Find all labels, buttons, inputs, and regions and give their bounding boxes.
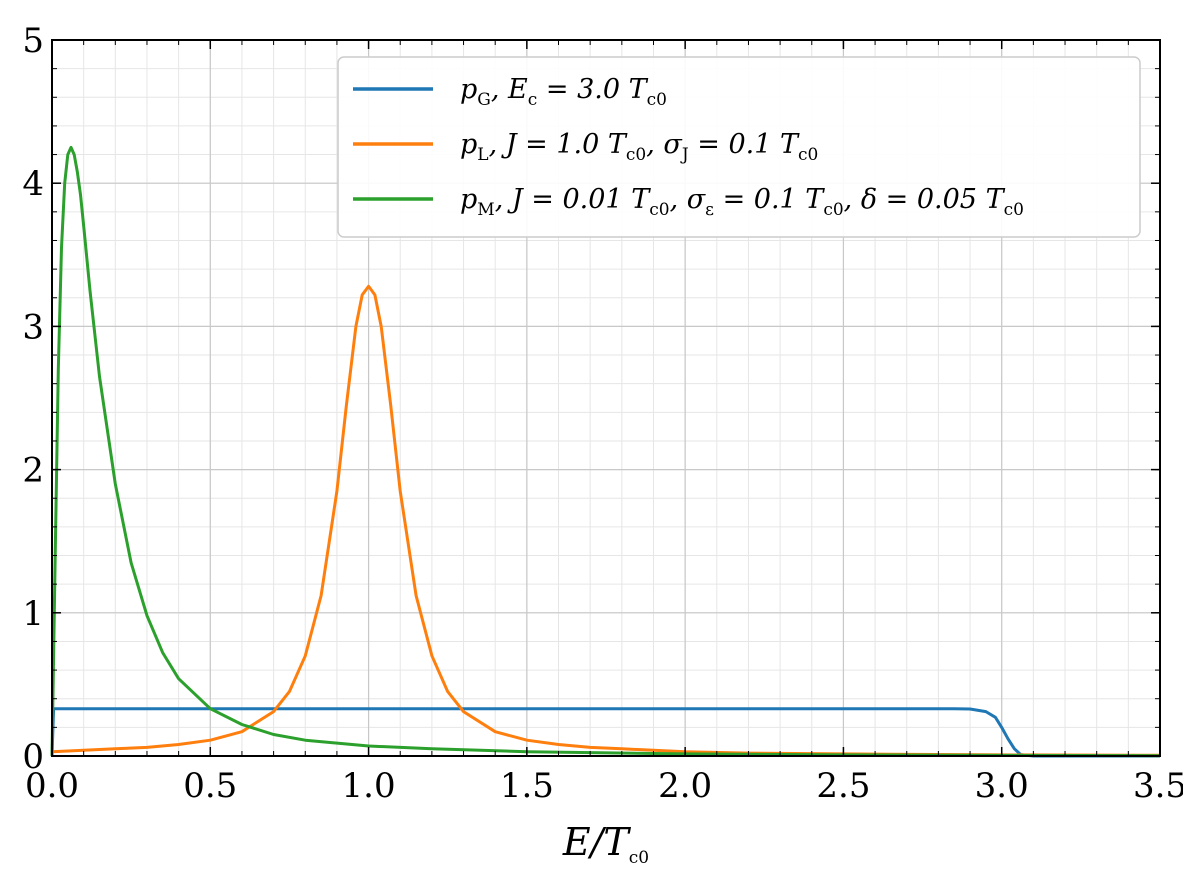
legend-text-part: , J = 1.0 T	[489, 129, 628, 160]
series-line-1	[50, 707, 1160, 758]
x-tick-label: 3.0	[975, 766, 1029, 806]
tick-labels: 0.0 0.5 1.0 1.5 2.0 2.5 3.0 3.5 0 1 2 3 4 5	[22, 21, 1183, 806]
series-line-3	[50, 145, 1161, 758]
x-axis-label: E/Tc0	[562, 820, 649, 868]
legend-label-3: pM, J = 0.01 Tc0, σε = 0.1 Tc0, δ = 0.05…	[460, 184, 1024, 220]
x-tick-label: 2.0	[658, 766, 712, 806]
legend-text-part: = 3.0 T	[537, 74, 648, 105]
x-tick-label: 3.5	[1133, 766, 1183, 806]
y-tick-label: 2	[22, 451, 44, 491]
legend-text-part: , σ	[670, 184, 707, 215]
x-tick-label: 1.0	[342, 766, 396, 806]
legend-text-part: p	[460, 74, 477, 105]
legend-text-part: , J = 0.01 T	[495, 184, 651, 215]
legend-subscript: ε	[705, 200, 714, 220]
legend-text-part: p	[460, 129, 477, 160]
legend-subscript: c0	[626, 145, 646, 165]
x-tick-label: 0.5	[183, 766, 237, 806]
x-tick-label: 0.0	[25, 766, 79, 806]
x-tick-label: 1.5	[500, 766, 554, 806]
legend-label-2: pL, J = 1.0 Tc0, σJ = 0.1 Tc0	[460, 129, 818, 165]
legend-subscript: M	[477, 200, 494, 220]
legend-text-part: = 0.1 T	[714, 184, 825, 215]
series-line-2	[51, 284, 1161, 757]
legend-text-part: , E	[491, 74, 528, 105]
legend-label-1: pG, Ec = 3.0 Tc0	[460, 74, 667, 110]
y-tick-label: 3	[22, 307, 44, 347]
series-layer	[50, 145, 1161, 758]
legend-subscript: G	[477, 90, 491, 110]
legend-subscript: c0	[798, 145, 818, 165]
legend-subscript: c0	[1004, 200, 1024, 220]
x-axis-label-main: E/T	[562, 820, 632, 864]
y-tick-label: 0	[22, 737, 44, 777]
y-tick-label: 4	[22, 164, 44, 204]
x-axis-label-subscript: c0	[629, 848, 649, 868]
legend-text-part: , δ = 0.05 T	[844, 184, 1006, 215]
legend-subscript: L	[477, 145, 488, 165]
legend-subscript: c0	[647, 90, 667, 110]
legend-subscript: J	[680, 145, 689, 165]
y-tick-label: 1	[22, 594, 44, 634]
plot-frame	[51, 39, 1161, 757]
legend-subscript: c0	[649, 200, 669, 220]
y-tick-label: 5	[22, 21, 44, 61]
legend-subscript: c0	[823, 200, 843, 220]
legend-text-part: , σ	[646, 129, 683, 160]
x-tick-label: 2.5	[816, 766, 870, 806]
legend-text-part: p	[460, 184, 477, 215]
legend-box	[337, 56, 1141, 238]
legend-subscript: c	[528, 90, 538, 110]
axis-ticks	[51, 39, 1161, 757]
legend-text-part: = 0.1 T	[689, 129, 800, 160]
